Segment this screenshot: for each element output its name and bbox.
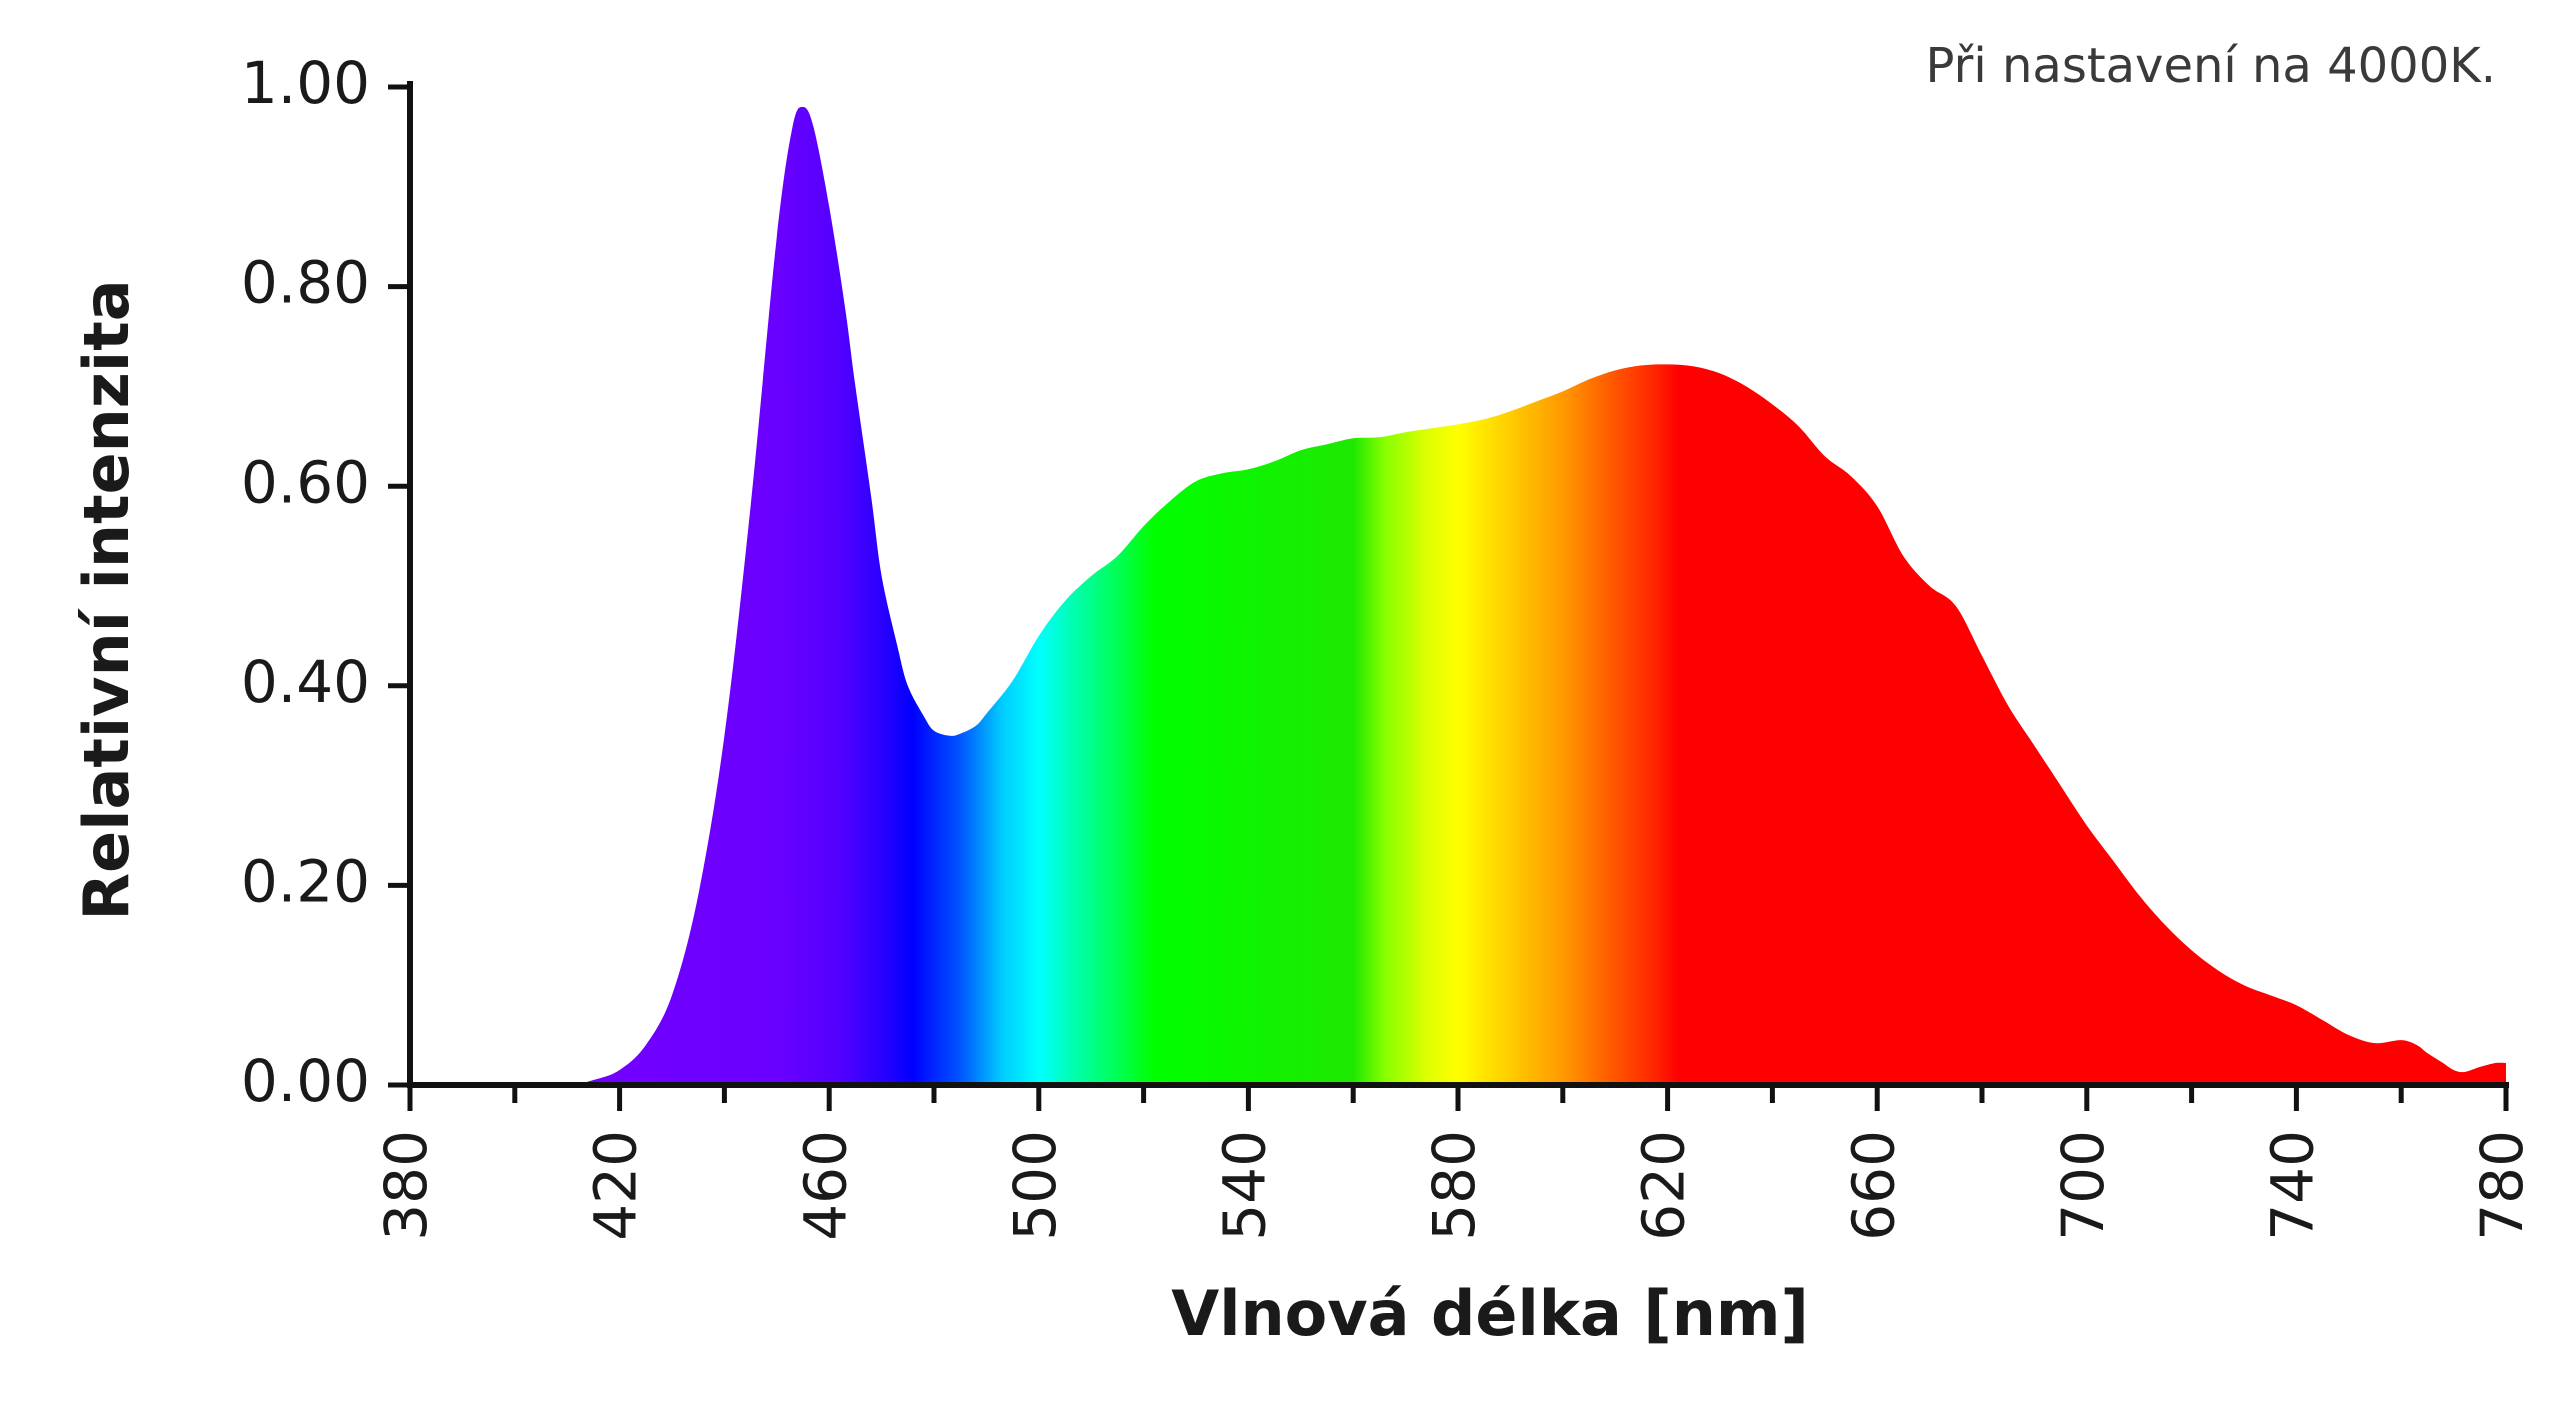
- x-tick-label: 540: [1211, 1130, 1279, 1241]
- x-tick-label: 700: [2049, 1130, 2117, 1241]
- x-axis-ticks: 380 420 460 500 540 580 620 660 700 740 780: [372, 1085, 2536, 1241]
- x-axis-title: Vlnová délka [nm]: [1171, 1277, 1809, 1350]
- y-axis-ticks: 0.00 0.20 0.40 0.60 0.80 1.00: [241, 49, 410, 1115]
- y-tick-label: 0.40: [241, 648, 370, 716]
- x-tick-label: 500: [1001, 1130, 1069, 1241]
- spectrum-area: [410, 106, 2506, 1086]
- plot-area: [410, 106, 2506, 1086]
- x-tick-label: 580: [1420, 1130, 1488, 1241]
- y-tick-label: 0.20: [241, 848, 370, 916]
- x-tick-label: 660: [1839, 1130, 1907, 1241]
- x-tick-label: 380: [372, 1130, 440, 1241]
- x-tick-label: 740: [2259, 1130, 2327, 1241]
- x-tick-label: 460: [791, 1130, 859, 1241]
- y-tick-label: 0.00: [241, 1047, 370, 1115]
- y-axis-title: Relativní intenzita: [70, 279, 143, 920]
- x-tick-label: 420: [582, 1130, 650, 1241]
- y-tick-label: 0.60: [241, 448, 370, 516]
- y-tick-label: 1.00: [241, 49, 370, 117]
- settings-note: Při nastavení na 4000K.: [1926, 38, 2496, 94]
- x-tick-label: 780: [2468, 1130, 2536, 1241]
- x-tick-label: 620: [1630, 1130, 1698, 1241]
- y-tick-label: 0.80: [241, 249, 370, 317]
